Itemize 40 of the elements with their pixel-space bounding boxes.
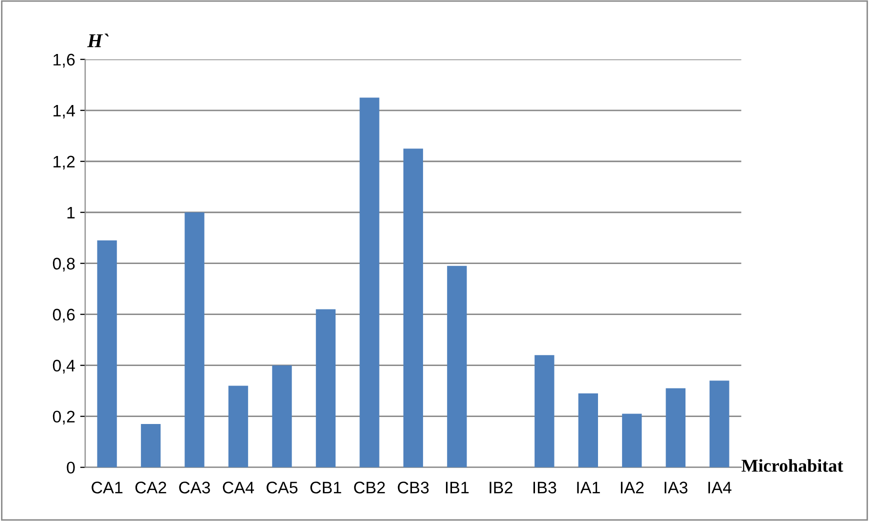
bar [228, 386, 248, 468]
bar [666, 388, 686, 468]
y-tick-label: 0 [66, 462, 75, 474]
x-tick-label: CB1 [310, 482, 342, 494]
x-tick-label: CA2 [135, 482, 166, 494]
x-axis-title: Microhabitat [742, 459, 844, 472]
y-tick-label: 0,8 [52, 258, 75, 272]
y-tick-label: 1,6 [54, 54, 75, 68]
x-tick-label: IB1 [446, 482, 469, 494]
x-tick-label: IB3 [533, 482, 556, 494]
bar [710, 380, 730, 468]
bar [403, 148, 424, 468]
bar [622, 414, 642, 468]
x-tick-label: IA1 [577, 482, 600, 494]
x-tick-label: IB2 [490, 482, 512, 494]
bar [360, 98, 380, 468]
x-tick-label: CA3 [179, 482, 210, 494]
bar [316, 309, 336, 468]
x-tick-label: IA3 [664, 482, 688, 494]
y-axis-title: H` [87, 34, 109, 48]
y-tick-label: 0,2 [52, 410, 75, 425]
x-tick-label: CB2 [354, 482, 385, 494]
bar [534, 355, 554, 468]
x-tick-label: CA1 [92, 482, 122, 494]
y-tick-label: 1,4 [54, 104, 75, 119]
x-tick-label: CA5 [266, 482, 298, 494]
y-tick-label: 0,4 [52, 360, 75, 374]
y-tick-label: 0,6 [52, 308, 75, 323]
bar [140, 424, 161, 468]
bar [578, 393, 598, 468]
x-tick-label: CB3 [398, 482, 429, 494]
y-tick-label: 1 [67, 206, 75, 218]
x-tick-label: CA4 [222, 482, 254, 494]
bar [272, 365, 292, 468]
bar [97, 240, 117, 468]
bar [184, 212, 204, 468]
x-tick-label: IA4 [708, 482, 732, 494]
bar [447, 266, 467, 468]
x-tick-label: IA2 [620, 482, 644, 494]
y-tick-label: 1,2 [54, 156, 75, 170]
